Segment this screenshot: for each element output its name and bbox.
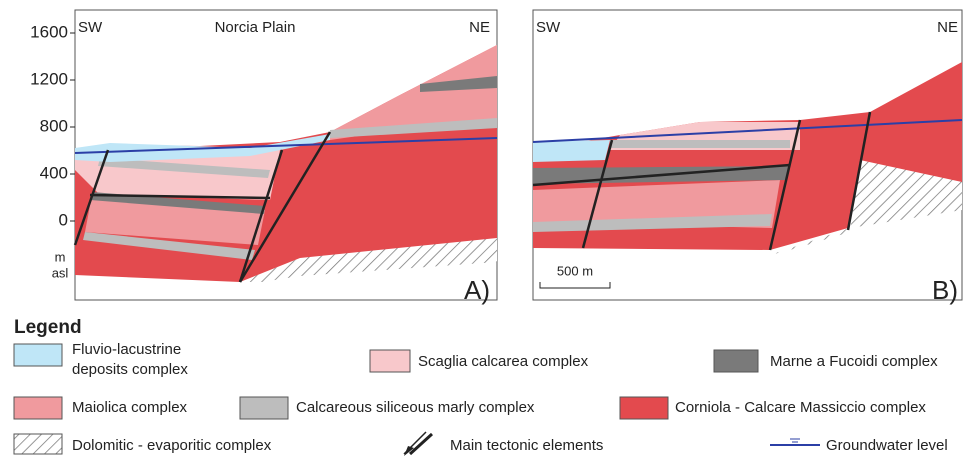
orientation: NE bbox=[937, 19, 958, 36]
legend-arrow bbox=[404, 432, 432, 456]
axis-unit: asl bbox=[52, 265, 69, 280]
figure: 500 m SW NE Norcia Plain A) SW NE B) m a… bbox=[0, 0, 974, 457]
orientation: NE bbox=[469, 19, 490, 36]
legend-title: Legend bbox=[14, 317, 82, 338]
legend-label: Marne a Fucoidi complex bbox=[770, 353, 938, 370]
legend-label: deposits complex bbox=[72, 361, 188, 378]
legend-label: Dolomitic - evaporitic complex bbox=[72, 437, 272, 454]
y-tick-label: 400 bbox=[40, 163, 68, 182]
panel-b: 500 m bbox=[533, 10, 962, 300]
legend-swatch bbox=[14, 397, 62, 419]
panel-label: B) bbox=[932, 275, 958, 305]
legend-groundwater bbox=[770, 439, 820, 445]
lake-deposits bbox=[533, 140, 610, 162]
y-tick-label: 1600 bbox=[30, 22, 68, 41]
axis-unit: m bbox=[55, 249, 66, 264]
legend-label: Calcareous siliceous marly complex bbox=[296, 399, 535, 416]
legend-swatch bbox=[240, 397, 288, 419]
calcareous bbox=[610, 140, 790, 148]
y-tick-label: 800 bbox=[40, 116, 68, 135]
legend-label: Maiolica complex bbox=[72, 399, 188, 416]
legend-label: Scaglia calcarea complex bbox=[418, 353, 589, 370]
legend-swatch bbox=[370, 350, 410, 372]
orientation: SW bbox=[78, 19, 103, 36]
legend-swatch bbox=[620, 397, 668, 419]
panel-a bbox=[75, 10, 497, 300]
panel-label: A) bbox=[464, 275, 490, 305]
y-tick-label: 1200 bbox=[30, 69, 68, 88]
legend-label: Corniola - Calcare Massiccio complex bbox=[675, 399, 926, 416]
legend-label: Fluvio-lacustrine bbox=[72, 341, 181, 358]
legend-swatch bbox=[714, 350, 758, 372]
legend-swatch bbox=[14, 434, 62, 454]
legend-label: Groundwater level bbox=[826, 437, 948, 454]
scale-label: 500 m bbox=[557, 263, 593, 278]
orientation: SW bbox=[536, 19, 561, 36]
legend-swatch bbox=[14, 344, 62, 366]
panel-title: Norcia Plain bbox=[215, 19, 296, 36]
legend-label: Main tectonic elements bbox=[450, 437, 603, 454]
y-tick-label: 0 bbox=[59, 210, 68, 229]
